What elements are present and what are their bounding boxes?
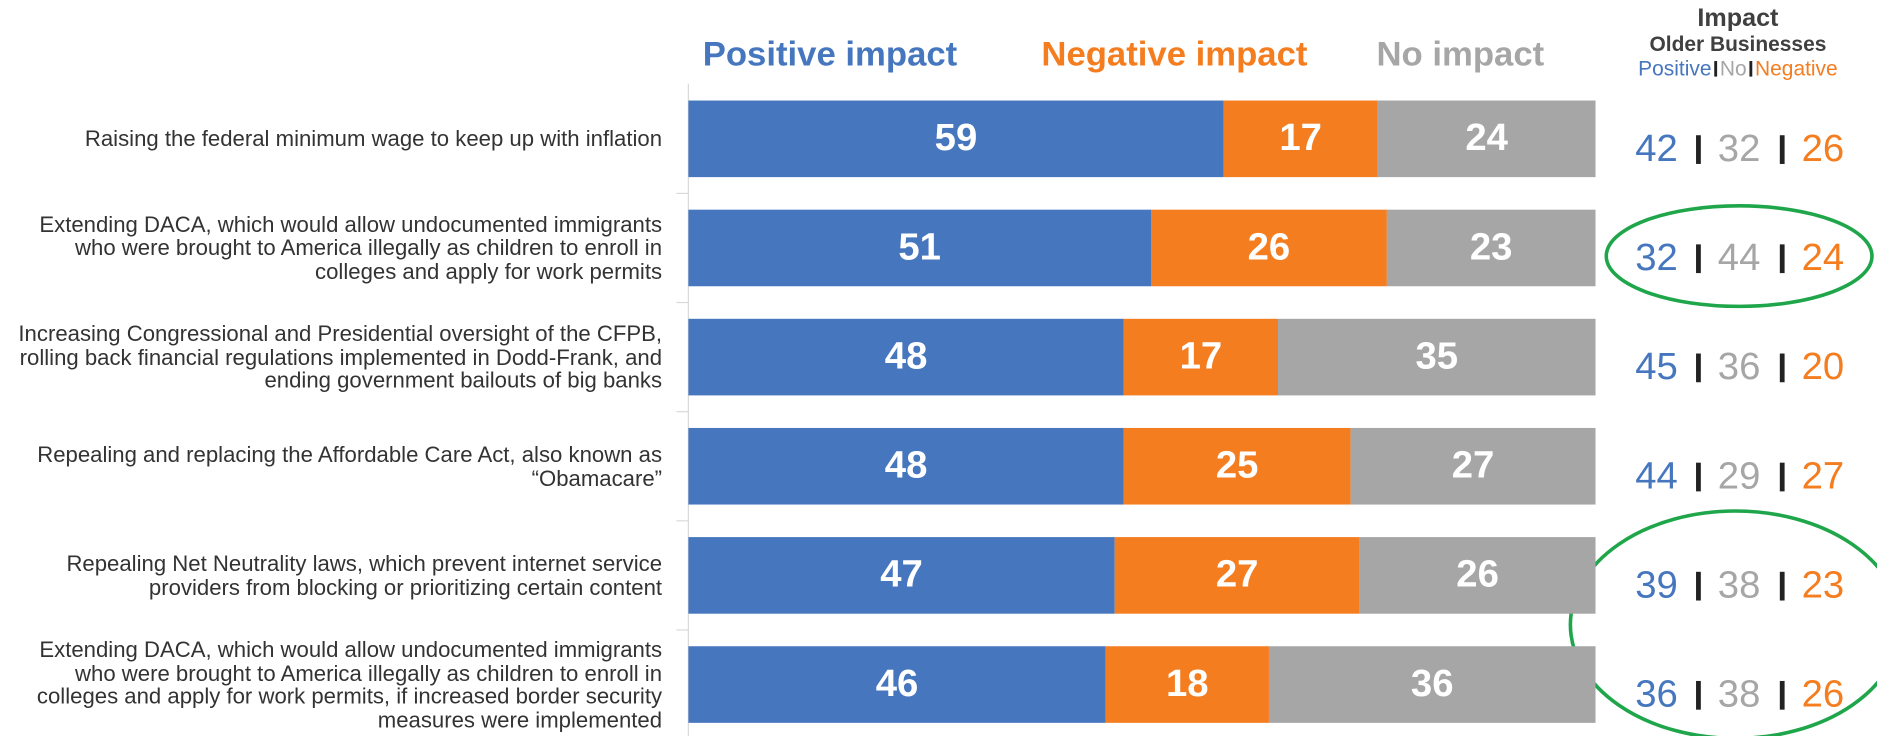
highlight-ellipse (1568, 509, 1877, 736)
data-label: 24 (1465, 116, 1508, 159)
category-label-wrap: Raising the federal minimum wage to keep… (0, 79, 662, 199)
separator-bar (1779, 571, 1785, 601)
category-label-box: Extending DACA, which would allow undocu… (0, 188, 662, 308)
side-value: 39 (1635, 563, 1678, 606)
data-label: 26 (1456, 553, 1499, 596)
bar-segment (1268, 646, 1596, 723)
data-label: 59 (935, 116, 978, 159)
bar-segment (688, 537, 1115, 614)
separator-bar (1714, 61, 1718, 77)
data-label: 26 (1248, 225, 1291, 268)
category-label-box: Extending DACA, which would allow undocu… (0, 625, 662, 736)
separator-bar (1696, 571, 1701, 601)
legend-label: No impact (1377, 35, 1545, 73)
side-legend: Positive No Negative (1638, 57, 1838, 80)
bar-segment (1386, 209, 1596, 287)
side-title: Impact (1697, 4, 1779, 32)
category-label: Extending DACA, which would allow undocu… (36, 636, 663, 732)
data-label: 36 (1411, 662, 1454, 705)
legend-label: Negative impact (1041, 35, 1307, 73)
side-value: 44 (1635, 454, 1678, 497)
bar-segment (1151, 209, 1387, 287)
category-label: Raising the federal minimum wage to keep… (84, 125, 663, 152)
category-label-box: Raising the federal minimum wage to keep… (0, 79, 662, 199)
side-value: 36 (1718, 345, 1761, 388)
side-subtitle: Older Businesses (1649, 33, 1826, 56)
separator-bar (1779, 462, 1785, 492)
separator-bar (1696, 244, 1701, 274)
category-label-wrap: Extending DACA, which would allow undocu… (0, 625, 662, 736)
separator-bar (1779, 135, 1785, 164)
data-label: 23 (1470, 225, 1513, 268)
category-label-wrap: Extending DACA, which would allow undocu… (0, 188, 662, 308)
bar-segment (1278, 318, 1596, 396)
category-label: Extending DACA, which would allow undocu… (39, 211, 663, 284)
side-legend-item: Negative (1755, 57, 1838, 80)
category-label-wrap: Increasing Congressional and Presidentia… (0, 297, 662, 417)
data-label: 18 (1166, 662, 1209, 705)
bar-segment (688, 318, 1124, 396)
separator-bar (1779, 353, 1785, 383)
side-value: 20 (1802, 345, 1845, 388)
separator-bar (1696, 353, 1701, 383)
side-value: 27 (1802, 454, 1845, 497)
data-label: 48 (885, 334, 928, 377)
side-value: 38 (1718, 673, 1761, 716)
separator-bar (1696, 462, 1701, 492)
side-value: 26 (1802, 673, 1845, 716)
category-label-wrap: Repealing Net Neutrality laws, which pre… (0, 516, 662, 636)
data-label: 17 (1279, 116, 1322, 159)
side-value: 29 (1718, 454, 1761, 497)
bar-segment (688, 646, 1106, 723)
data-label: 47 (880, 553, 923, 596)
category-label-box: Repealing and replacing the Affordable C… (0, 406, 662, 526)
side-value: 23 (1802, 563, 1845, 606)
side-value: 42 (1635, 127, 1678, 170)
data-label: 46 (876, 662, 919, 705)
bar-segment (688, 100, 1224, 178)
data-label: 35 (1415, 334, 1458, 377)
separator-bar (1749, 61, 1753, 77)
side-value: 45 (1635, 345, 1678, 388)
separator-bar (1696, 680, 1701, 710)
data-label: 25 (1216, 444, 1259, 487)
data-label: 27 (1216, 553, 1259, 596)
separator-bar (1779, 680, 1785, 710)
bar-segment (1105, 646, 1269, 723)
data-label: 27 (1452, 444, 1495, 487)
side-value: 38 (1718, 563, 1761, 606)
side-value: 36 (1635, 673, 1678, 716)
category-label: Repealing Net Neutrality laws, which pre… (66, 550, 663, 600)
bar-segment (1377, 100, 1596, 178)
side-value: 26 (1802, 127, 1845, 170)
category-label: Repealing and replacing the Affordable C… (37, 441, 663, 491)
separator-bar (1696, 135, 1701, 164)
category-label-box: Repealing Net Neutrality laws, which pre… (0, 516, 662, 636)
side-value: 32 (1635, 236, 1678, 279)
highlight-ellipse (1604, 204, 1874, 309)
data-label: 48 (885, 444, 928, 487)
category-label-box: Increasing Congressional and Presidentia… (0, 297, 662, 417)
bar-segment (1223, 100, 1378, 178)
bar-segment (688, 427, 1124, 505)
data-label: 17 (1180, 334, 1223, 377)
bar-segment (1359, 537, 1596, 614)
legend-label: Positive impact (703, 35, 958, 73)
category-label: Increasing Congressional and Presidentia… (18, 320, 663, 393)
category-label-wrap: Repealing and replacing the Affordable C… (0, 406, 662, 526)
side-legend-item: No (1720, 57, 1747, 80)
separator-bar (1779, 244, 1785, 274)
bar-segment (1350, 427, 1596, 505)
bar-segment (688, 209, 1152, 287)
bar-segment (1123, 318, 1279, 396)
side-value: 24 (1802, 236, 1845, 279)
side-value: 32 (1718, 127, 1761, 170)
bar-segment (1123, 427, 1351, 505)
side-legend-item: Positive (1638, 57, 1711, 80)
data-label: 51 (898, 225, 941, 268)
bar-segment (1114, 537, 1360, 614)
side-value: 44 (1718, 236, 1761, 279)
